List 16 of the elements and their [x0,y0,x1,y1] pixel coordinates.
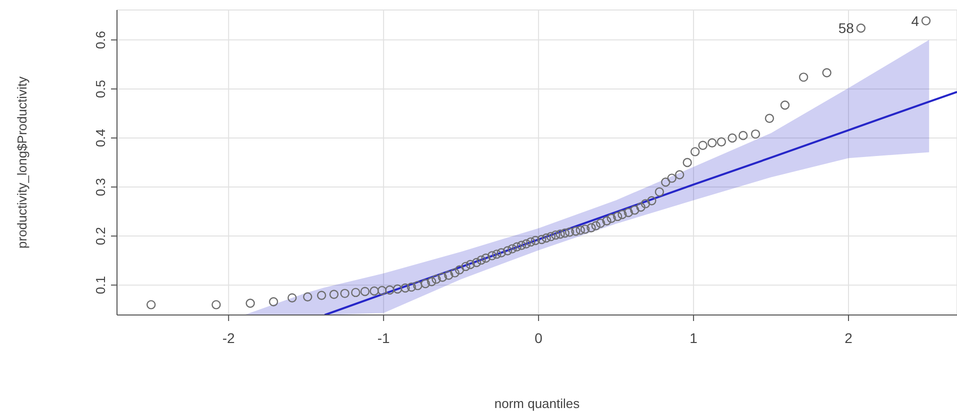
y-tick-label: 0.1 [93,276,108,294]
x-tick-label: -1 [377,330,390,346]
y-tick-label: 0.6 [93,30,108,49]
x-tick-label: 0 [534,330,543,346]
annotation: 58 [838,20,854,36]
y-tick-label: 0.2 [93,227,108,246]
x-tick-label: 2 [844,330,853,346]
y-tick-label: 0.5 [93,80,108,98]
y-tick-label: 0.4 [93,128,108,148]
y-tick-label: 0.3 [93,178,108,196]
line-series [324,90,957,315]
x-tick-label: -2 [222,330,236,346]
y-axis-title: productivity_long$Productivity [14,76,30,248]
x-axis-title: norm quantiles [494,396,580,411]
x-tick-label: 1 [690,330,698,346]
annotation: 4 [911,12,920,29]
